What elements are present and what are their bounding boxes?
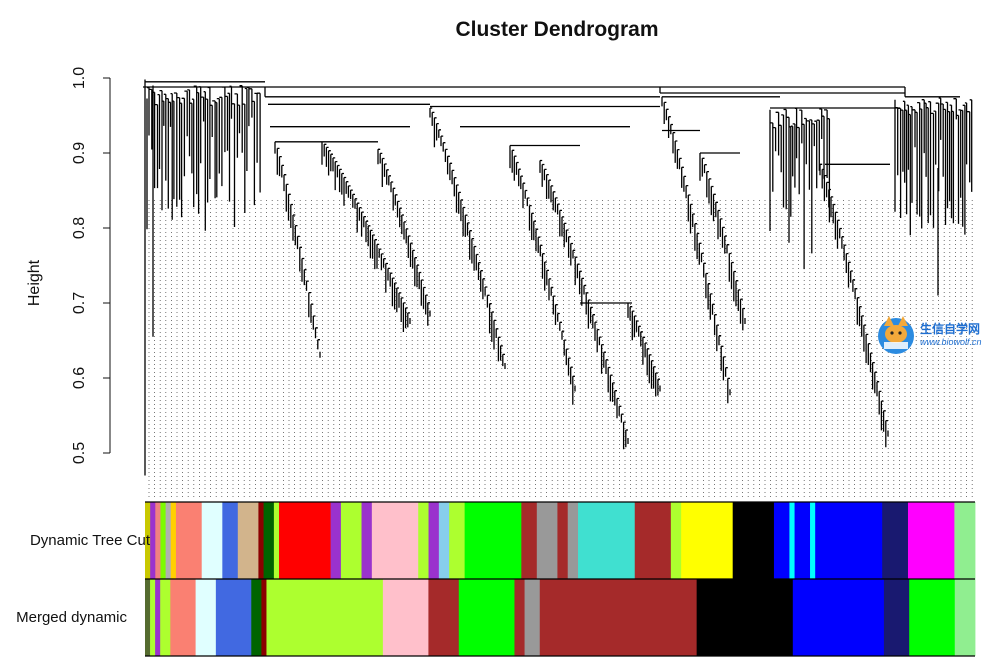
color-segment [170,502,177,579]
color-segment [578,502,636,579]
color-segment [438,502,450,579]
leaf-guides [148,200,973,500]
color-segment [266,579,384,656]
row-label-dynamic-tree-cut: Dynamic Tree Cut [30,532,151,549]
color-segment [382,579,429,656]
color-segment [160,502,167,579]
color-segment [907,502,955,579]
color-segment [201,502,223,579]
color-segment [810,502,816,579]
color-segment [279,502,331,579]
y-tick-label: 0.5 [71,442,88,464]
y-axis-label: Height [26,259,43,306]
color-segment [458,579,515,656]
color-segment [557,502,569,579]
color-segment [449,502,466,579]
color-segment [145,502,151,579]
y-tick-label: 0.7 [71,292,88,314]
wolf-logo-icon [878,316,914,354]
color-segment [170,579,197,656]
color-segment [251,579,262,656]
color-segment [954,579,976,656]
color-segment [165,502,172,579]
color-segment [428,579,460,656]
color-segment [686,502,734,579]
color-segment [330,502,342,579]
color-segment [794,502,811,579]
y-tick-label: 0.6 [71,367,88,389]
color-segment [792,579,885,656]
color-segment [418,502,429,579]
color-segment [464,502,522,579]
leaf-guide-lines [148,200,973,500]
color-segment [521,502,538,579]
color-segment [567,502,579,579]
watermark-title: 生信自学网 [920,321,980,336]
color-segment [195,579,217,656]
color-segment [155,502,161,579]
color-segment [536,502,558,579]
color-segment [514,579,525,656]
color-segment [524,579,541,656]
color-segment [773,502,790,579]
y-tick-label: 0.9 [71,142,88,164]
color-segment [909,579,956,656]
color-segment [175,502,203,579]
color-segment [215,579,252,656]
color-segment [237,502,259,579]
color-segment [815,502,883,579]
color-segment [634,502,672,579]
watermark: 生信自学网 www.biowolf.cn [878,316,982,354]
color-segment [145,579,151,656]
color-segment [696,579,794,656]
color-segment [954,502,976,579]
color-segment [361,502,373,579]
watermark-subtitle: www.biowolf.cn [920,337,982,347]
color-segment [340,502,362,579]
color-segment [670,502,682,579]
module-color-rows [145,501,976,657]
y-tick-label: 0.8 [71,217,88,239]
color-segment [222,502,239,579]
color-segment [732,502,775,579]
y-axis: 0.5 0.6 0.7 0.8 0.9 1.0 [71,67,111,464]
color-segment [150,579,156,656]
color-segment [155,579,161,656]
color-segment [160,579,171,656]
dendrogram-tree [143,79,973,476]
color-segment [789,502,795,579]
color-segment [428,502,440,579]
chart-title: Cluster Dendrogram [455,18,658,41]
color-segment [263,502,275,579]
color-segment [258,502,264,579]
row-label-merged-dynamic: Merged dynamic [16,609,127,626]
color-segment [539,579,698,656]
color-segment [150,502,156,579]
color-segment [883,579,910,656]
color-segment [681,502,687,579]
y-tick-label: 1.0 [71,67,88,89]
color-segment [371,502,419,579]
color-segment [273,502,280,579]
color-segment [882,502,909,579]
color-segment [261,579,267,656]
dendrogram-branches [143,79,973,476]
